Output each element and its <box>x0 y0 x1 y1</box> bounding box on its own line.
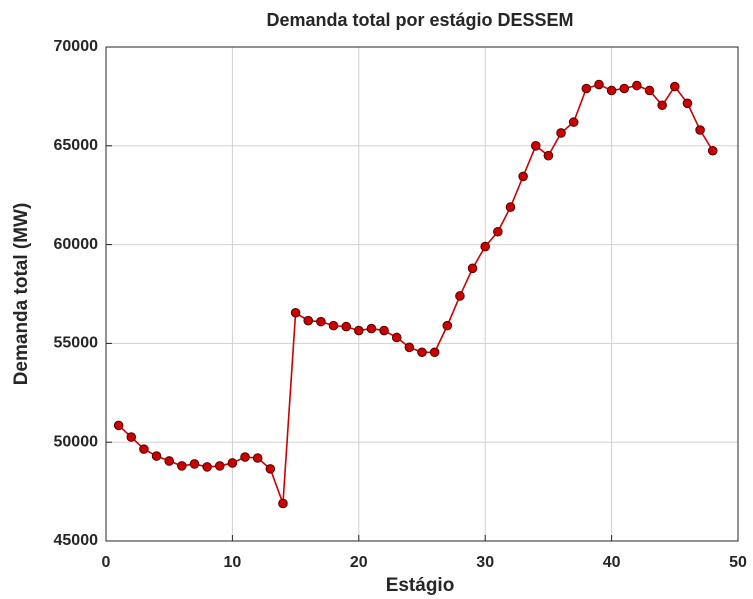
y-axis-label: Demanda total (MW) <box>11 203 32 386</box>
data-point <box>391 332 402 343</box>
x-tick-label: 40 <box>603 554 621 571</box>
data-point <box>113 420 124 431</box>
data-point <box>265 464 276 474</box>
data-point <box>303 315 314 326</box>
y-tick-label: 55000 <box>54 335 99 352</box>
data-point <box>543 150 554 161</box>
data-point <box>341 321 351 332</box>
data-point <box>189 459 200 469</box>
data-point <box>606 85 617 96</box>
data-point <box>594 79 604 90</box>
data-point <box>505 202 516 212</box>
x-tick-label: 0 <box>102 554 111 571</box>
data-point <box>164 456 174 466</box>
data-point <box>139 444 149 454</box>
data-point <box>695 125 705 135</box>
data-point <box>442 320 453 331</box>
data-point <box>556 128 566 138</box>
data-point <box>126 432 137 442</box>
data-point <box>278 498 288 509</box>
y-tick-label: 60000 <box>54 236 99 253</box>
y-tick-label: 70000 <box>54 38 99 55</box>
data-point <box>177 461 187 471</box>
x-tick-label: 50 <box>729 554 747 571</box>
data-point <box>252 453 263 463</box>
x-axis-label: Estágio <box>386 575 455 596</box>
data-point <box>518 171 528 182</box>
x-tick-label: 10 <box>224 554 242 571</box>
x-tick-label: 30 <box>476 554 494 571</box>
data-point <box>644 85 655 96</box>
data-point <box>290 307 301 318</box>
data-point <box>354 325 364 336</box>
data-point <box>316 316 326 327</box>
data-point <box>581 83 592 94</box>
y-tick-label: 65000 <box>54 137 99 154</box>
plot-frame <box>105 46 739 542</box>
data-point <box>328 320 339 331</box>
data-point <box>670 81 680 92</box>
data-point <box>214 461 225 471</box>
data-point <box>366 323 377 334</box>
data-point <box>632 80 642 91</box>
data-point <box>455 291 465 301</box>
data-point <box>657 100 667 111</box>
data-point <box>480 241 491 252</box>
y-tick-label: 50000 <box>54 433 99 450</box>
data-point <box>202 462 212 472</box>
data-point <box>417 347 427 358</box>
data-point <box>682 98 693 109</box>
data-point <box>493 226 503 237</box>
data-point <box>404 342 415 353</box>
x-tick-label: 20 <box>350 554 368 571</box>
data-point <box>227 458 238 468</box>
data-point <box>429 347 440 358</box>
data-point <box>707 145 718 156</box>
data-point <box>619 83 630 94</box>
data-point <box>151 451 162 461</box>
data-point <box>467 263 478 274</box>
y-tick-label: 45000 <box>54 532 99 549</box>
data-point <box>379 325 389 336</box>
data-point <box>240 452 250 462</box>
data-point <box>530 141 541 151</box>
data-point <box>568 117 579 127</box>
chart-title: Demanda total por estágio DESSEM <box>266 10 573 30</box>
